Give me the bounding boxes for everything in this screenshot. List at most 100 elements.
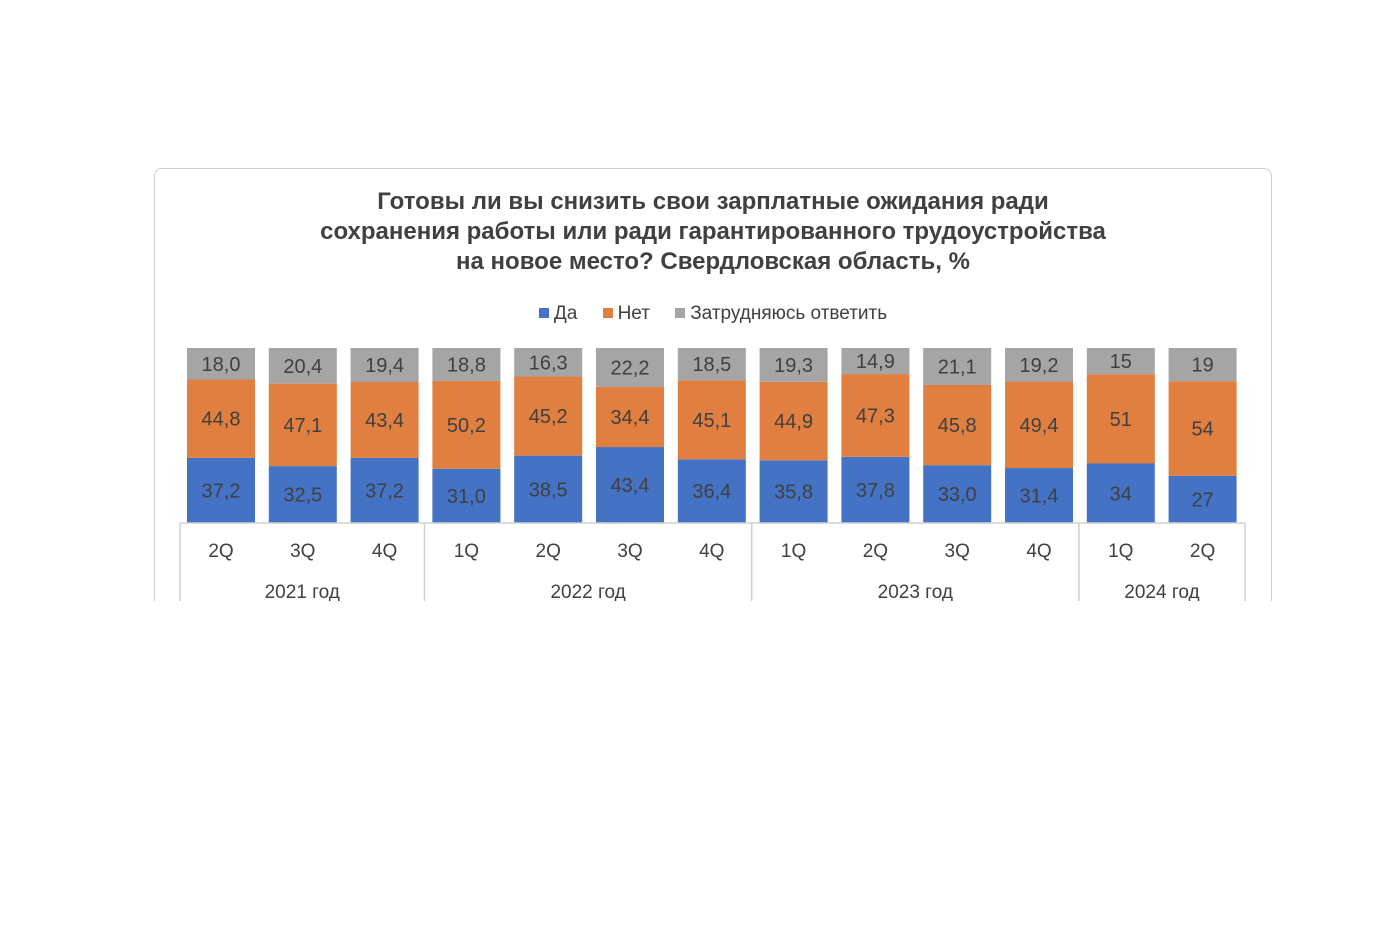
legend-swatch [602,308,613,318]
bar-segment [923,348,992,385]
bar-segment [187,379,255,458]
chart-title-line: на новое место? Свердловская область, % [456,248,970,275]
bar-segment [350,348,419,382]
bar-segment [1168,381,1237,476]
legend-label: Нет [617,303,650,324]
year-group-label: 2024 год [1124,582,1199,603]
data-label: 22,2 [611,357,650,379]
category-tick-label: 3Q [945,541,970,562]
bar-segment [1086,463,1155,523]
data-label: 15 [1110,351,1132,373]
legend-swatch [675,308,686,318]
legend-item-unsure: Затрудняюсь ответить [675,303,887,325]
category-tick-label: 2Q [863,541,888,562]
bar-segment [1086,374,1155,464]
data-label: 31,4 [1020,486,1059,508]
category-tick-label: 3Q [617,541,642,562]
data-label: 37,2 [202,480,241,502]
data-label: 47,1 [283,415,322,437]
data-label: 18,5 [692,354,731,376]
chart-title-line: сохранения работы или ради гарантированн… [320,218,1106,245]
data-label: 34 [1110,483,1132,505]
bar-segment [350,381,419,458]
data-label: 51 [1110,409,1132,431]
bar-segment [268,383,337,467]
bar-segment [677,459,746,523]
chart-title: Готовы ли вы снизить свои зарплатные ожи… [154,187,1272,277]
bar-segment [432,348,501,381]
bar-segment [432,468,501,523]
data-label: 37,2 [365,480,404,502]
data-label: 19,3 [774,355,813,377]
data-label: 16,3 [529,352,568,374]
bar-segment [596,386,664,448]
bar-segment [187,348,255,380]
bar-segment [759,460,828,523]
data-label: 33,0 [938,484,977,506]
legend: Да Нет Затрудняюсь ответить [154,303,1272,325]
legend-label: Да [553,303,578,324]
bar-segment [1086,348,1155,375]
data-label: 45,1 [692,410,731,432]
bar-segment [677,380,746,460]
bar-segment [1005,468,1073,523]
data-label: 19,2 [1020,355,1059,377]
bar-segment [841,456,910,523]
bar-segment [923,384,992,466]
data-label: 45,2 [529,406,568,428]
bar-segment [759,381,828,461]
category-tick-label: 2Q [208,541,233,562]
category-tick-label: 1Q [1108,541,1133,562]
year-group-label: 2022 год [550,582,625,603]
data-label: 54 [1191,419,1213,441]
data-label: 21,1 [938,356,977,378]
legend-item-net: Нет [602,303,650,325]
data-label: 47,3 [856,405,895,427]
category-tick-label: 1Q [781,541,806,562]
data-label: 45,8 [938,415,977,437]
data-label: 44,9 [774,411,813,433]
data-label: 20,4 [283,356,322,378]
bar-segment [596,348,664,387]
bar-segment [350,457,419,523]
data-label: 50,2 [447,415,486,437]
year-group-label: 2021 год [265,582,340,603]
legend-item-da: Да [538,303,578,325]
data-label: 43,4 [611,475,650,497]
bar-segment [923,465,992,523]
data-label: 18,0 [202,354,241,376]
bar-segment [1168,348,1237,382]
chart-crop-edge [140,601,1290,621]
bar-segment [1005,348,1073,382]
category-tick-label: 1Q [454,541,479,562]
data-label: 43,4 [365,410,404,432]
category-tick-label: 2Q [536,541,561,562]
legend-swatch [538,308,549,318]
data-label: 49,4 [1020,415,1059,437]
bar-segment [268,466,337,523]
bar-segment [514,376,583,456]
data-label: 38,5 [529,479,568,501]
bar-segment [841,374,910,457]
bar-segment [596,447,664,523]
data-label: 18,8 [447,354,486,376]
bar-segment [432,380,501,469]
bar-segment [841,348,910,375]
data-label: 34,4 [611,407,650,429]
data-label: 35,8 [774,482,813,504]
bar-segment [268,348,337,384]
category-tick-label: 4Q [1026,541,1051,562]
category-tick-label: 4Q [699,541,724,562]
data-label: 37,8 [856,480,895,502]
data-label: 36,4 [692,481,731,503]
bar-segment [1005,381,1073,469]
bar-segment [187,457,255,523]
category-tick-label: 4Q [372,541,397,562]
bar-segment [1168,475,1237,523]
data-label: 14,9 [856,351,895,373]
data-label: 44,8 [202,409,241,431]
data-label: 32,5 [283,485,322,507]
bar-segment [759,348,828,382]
bar-segment [514,348,583,377]
